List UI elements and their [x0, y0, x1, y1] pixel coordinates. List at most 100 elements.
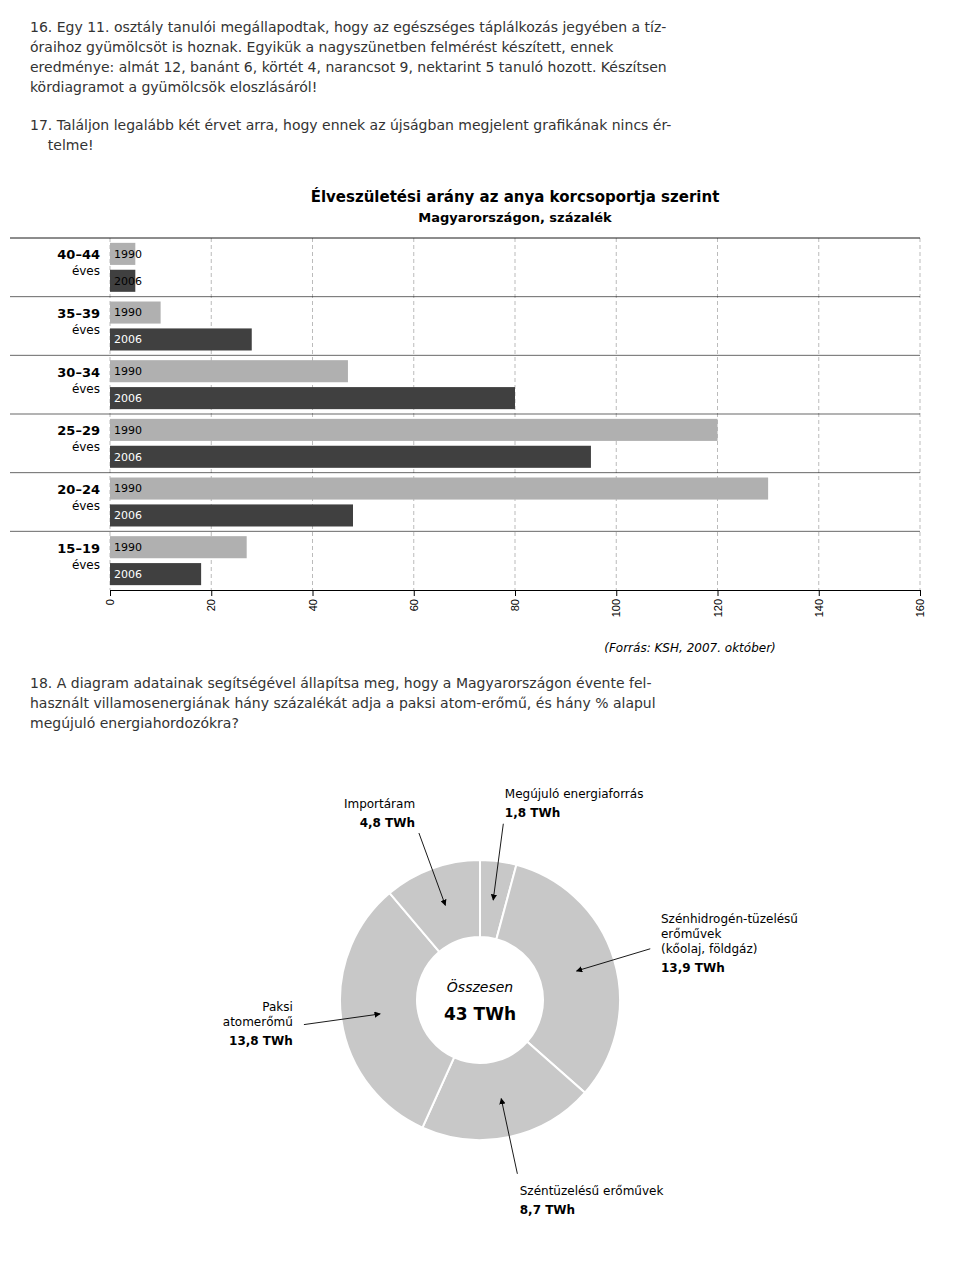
text-line: eredménye: almát 12, banánt 6, körtét 4,… [30, 59, 667, 75]
series-label: 2006 [114, 392, 142, 405]
group-separators [10, 238, 920, 531]
text-line: éves [72, 499, 100, 513]
tick-label: 100 [610, 599, 622, 617]
category-label: 35–39 éves [57, 306, 100, 337]
year-labels: 1990199019901990199019902006200620062006… [114, 248, 142, 581]
group-separator [10, 296, 920, 297]
slice [390, 860, 480, 952]
series-label: 1990 [114, 248, 142, 261]
tick: 60 [408, 590, 420, 611]
category-label: 15–19 éves [57, 541, 100, 572]
leader-line [577, 949, 651, 971]
text-line: Importáram [344, 797, 415, 811]
group-separator [10, 531, 920, 532]
text-line: telme! [30, 137, 94, 153]
text-line: Széntüzelésű erőművek [520, 1184, 664, 1198]
text-line: 15–19 [57, 541, 100, 556]
value-label: 1,8 TWh [505, 806, 560, 820]
text-line: éves [72, 558, 100, 572]
tick: 160 [914, 590, 926, 617]
tick-label: 120 [712, 599, 724, 617]
tick-label: 160 [914, 599, 926, 617]
x-axis: 0 20 40 60 80 100 120 140 160 [104, 590, 926, 617]
tick-mark [515, 590, 516, 596]
text-line: erőművek [661, 927, 721, 941]
donut: Összesen43 TWhMegújuló energiaforrás1,8 … [223, 787, 798, 1217]
question-text: 18. A diagram adatainak segítségével áll… [30, 675, 656, 731]
slice-label: Paksiatomerőmű [223, 1000, 293, 1029]
text-line: 17. Találjon legalább két érvet arra, ho… [30, 117, 671, 133]
text-line: 16. Egy 11. osztály tanulói megállapodta… [30, 19, 666, 35]
tick: 0 [104, 590, 116, 605]
bar [110, 419, 718, 441]
text-line: atomerőmű [223, 1015, 293, 1029]
series-label: 1990 [114, 365, 142, 378]
text-line: 20–24 [57, 482, 100, 497]
category-labels: 15–19éves20–24éves25–29éves30–34éves35–3… [57, 247, 100, 571]
series-label: 2006 [114, 275, 142, 288]
source: (Forrás: KSH, 2007. október) [604, 641, 776, 655]
chart-subtitle: Magyarországon, százalék [418, 210, 612, 225]
text-line: óraihoz gyümölcsöt is hoznak. Egyikük a … [30, 39, 614, 55]
tick-mark [110, 590, 111, 596]
slice-label: Széntüzelésű erőművek [520, 1184, 664, 1198]
bar [110, 446, 591, 468]
tick-label: 60 [408, 599, 420, 611]
slice-label: Szénhidrogén-tüzelésűerőművek(kőolaj, fö… [661, 912, 798, 956]
group-separator [10, 472, 920, 473]
tick-mark [819, 590, 820, 596]
group-separator [10, 355, 920, 356]
text-line: éves [72, 323, 100, 337]
group-separator [10, 414, 920, 415]
bar [110, 563, 201, 585]
series-label: 1990 [114, 482, 142, 495]
tick: 100 [610, 590, 622, 617]
bar [110, 360, 348, 382]
tick-label: 140 [813, 599, 825, 617]
tick-mark [313, 590, 314, 596]
value-label: 4,8 TWh [360, 816, 415, 830]
series-label: 1990 [114, 541, 142, 554]
text-line: éves [72, 382, 100, 396]
bar [110, 478, 768, 500]
tick: 120 [712, 590, 724, 617]
top-border [10, 238, 920, 239]
category-label: 40–44éves [57, 247, 100, 278]
page: 16. Egy 11. osztály tanulói megállapodta… [0, 0, 960, 1261]
text-line: Szénhidrogén-tüzelésű [661, 912, 798, 926]
slice-label: Megújuló energiaforrás [505, 787, 644, 801]
text-line: 18. A diagram adatainak segítségével áll… [30, 675, 652, 691]
series-label: 2006 [114, 509, 142, 522]
tick-mark [211, 590, 212, 596]
tick-mark [718, 590, 719, 596]
leader-line [304, 1014, 380, 1025]
series-label: 2006 [114, 568, 142, 581]
leader-line [419, 833, 445, 905]
tick: 20 [205, 590, 217, 611]
tick: 80 [509, 590, 521, 611]
series-label: 1990 [114, 424, 142, 437]
category-label: 25–29éves [57, 423, 100, 454]
tick-label: 20 [205, 599, 217, 611]
leader-line [501, 1099, 517, 1174]
text-line: 30–34 [57, 365, 100, 380]
text-line: 40–44 [57, 247, 100, 262]
center-label: 43 TWh [444, 1004, 516, 1024]
text-line: éves [72, 440, 100, 454]
text-line: Paksi [262, 1000, 293, 1014]
tick-label: 40 [307, 599, 319, 611]
tick: 140 [813, 590, 825, 617]
text-line: (kőolaj, földgáz) [661, 942, 757, 956]
category-label: 20–24 éves [57, 482, 100, 513]
text-line: használt villamosenergiának hány százalé… [30, 695, 656, 711]
chart-title: Élveszületési arány az anya korcsoportja… [311, 187, 720, 206]
value-label: 13,8 TWh [229, 1034, 293, 1048]
question-text: 16. Egy 11. osztály tanulói megállapodta… [30, 19, 667, 95]
slice-label: Importáram [344, 797, 415, 811]
text-line: 35–39 [57, 306, 100, 321]
bar [110, 387, 515, 409]
question-text: 17. Találjon legalább két érvet arra, ho… [30, 117, 671, 153]
series-label: 2006 [114, 333, 142, 346]
tick-mark [616, 590, 617, 596]
text-line: megújuló energiahordozókra? [30, 715, 239, 731]
